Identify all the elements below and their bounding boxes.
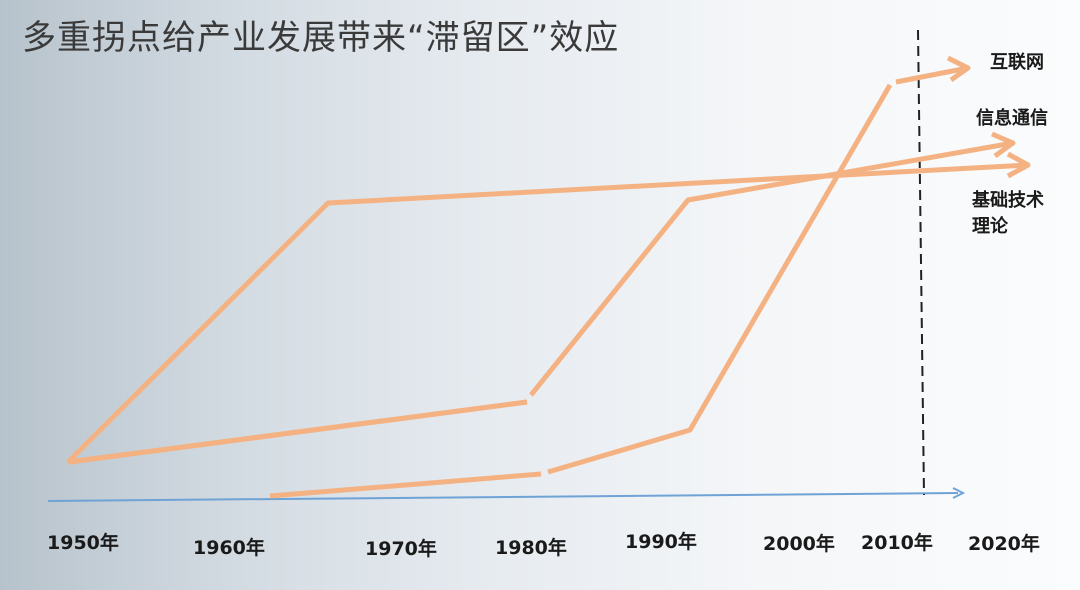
internet-curve-base	[269, 471, 542, 499]
telecom-curve	[69, 399, 528, 465]
label-basic-tech-line1: 基础技术	[972, 190, 1044, 211]
internet-curve-rise	[547, 83, 893, 475]
internet-curve-tail	[895, 65, 969, 85]
year-label-1950: 1950年	[47, 532, 119, 554]
basic-tech-arrowhead	[1006, 151, 1031, 179]
year-label-1960: 1960年	[193, 537, 265, 559]
year-label-2000: 2000年	[763, 533, 835, 555]
basic-tech-curve-segment-rise	[66, 162, 1029, 464]
time-axis	[47, 492, 959, 502]
year-label-1970: 1970年	[365, 538, 437, 560]
telecom-curve-rise	[529, 140, 1014, 397]
page-title: 多重拐点给产业发展带来“滞留区”效应	[22, 18, 620, 58]
label-basic-tech: 基础技术 理论	[972, 188, 1044, 240]
dashed-divider-line	[917, 29, 925, 496]
internet-arrowhead	[946, 55, 971, 83]
year-label-2010: 2010年	[861, 532, 933, 554]
year-label-2020: 2020年	[968, 533, 1040, 555]
year-label-1980: 1980年	[495, 537, 567, 559]
telecom-arrowhead	[991, 131, 1016, 159]
year-label-1990: 1990年	[625, 531, 697, 553]
time-axis-arrowhead	[952, 487, 966, 499]
label-telecom: 信息通信	[976, 108, 1048, 129]
label-internet: 互联网	[990, 52, 1044, 73]
label-basic-tech-line2: 理论	[972, 216, 1008, 237]
